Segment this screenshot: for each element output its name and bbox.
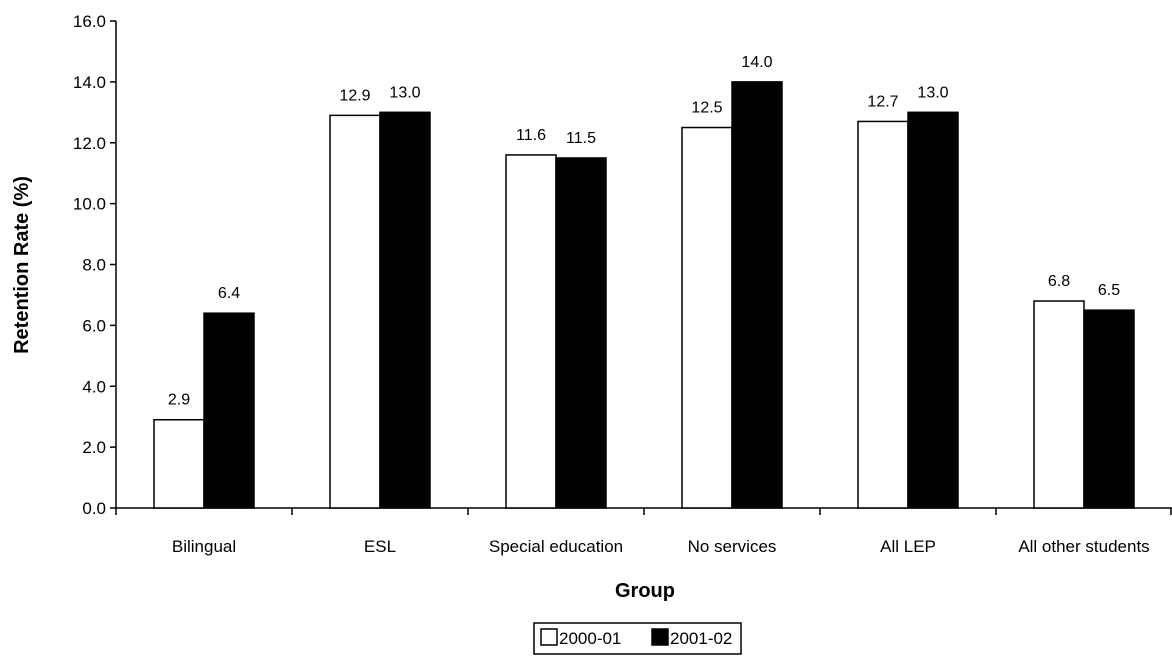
bar-2001-02-all-lep [907,111,959,509]
y-axis-title: Retention Rate (%) [11,176,33,354]
legend-frame [533,622,742,655]
x-category-label: No services [688,537,777,556]
x-category-label: ESL [364,537,396,556]
bar-2001-02-special-education [555,157,607,509]
legend-swatch-2001-02 [651,628,669,646]
x-axis: Bilingual ESL Special education No services… [115,507,1172,556]
data-label: 2.9 [168,392,190,409]
data-label: 11.6 [516,127,546,144]
bar-2001-02-all-other-students [1083,309,1135,509]
data-label: 14.0 [741,54,772,71]
y-tick-label: 2.0 [82,438,106,457]
x-category-label: Bilingual [172,537,236,556]
data-label: 13.0 [917,84,948,101]
data-label: 11.5 [566,130,596,147]
bar-2001-02-esl [379,111,431,509]
data-labels: 2.9 12.9 11.6 12.5 12.7 6.8 6.4 13.0 11.5 14.0 13.… [168,54,1120,409]
bar-2001-02-bilingual [203,312,255,509]
y-tick-label: 12.0 [73,134,106,153]
legend-swatch-2000-01 [540,628,558,646]
data-label: 6.5 [1098,282,1120,299]
data-label: 12.7 [867,93,898,110]
x-axis-title: Group [615,580,675,602]
y-tick-label: 6.0 [82,316,106,335]
y-tick-label: 4.0 [82,377,106,396]
y-tick-label: 8.0 [82,256,106,275]
bar-2000-01-no-services [681,126,733,509]
y-tick-label: 10.0 [73,195,106,214]
data-label: 12.9 [339,87,370,104]
legend-label-2000-01: 2000-01 [559,629,621,648]
bar-2000-01-all-other-students [1033,300,1085,509]
x-category-label: All LEP [880,537,936,556]
y-tick-label: 0.0 [82,499,106,518]
data-label: 13.0 [389,84,420,101]
y-tick-label: 14.0 [73,73,106,92]
y-tick-label: 16.0 [73,12,106,31]
bar-2001-02-no-services [731,81,783,509]
data-label: 6.8 [1048,273,1070,290]
legend: 2000-01 2001-02 [533,622,742,655]
bars [153,81,1135,509]
bar-2000-01-esl [329,114,381,509]
legend-label-2001-02: 2001-02 [670,629,732,648]
y-axis: 0.0 2.0 4.0 6.0 8.0 10.0 12.0 14.0 16.0 [73,12,117,518]
x-category-label: All other students [1018,537,1149,556]
bar-2000-01-all-lep [857,120,909,509]
bar-2000-01-bilingual [153,418,205,509]
bar-2000-01-special-education [505,154,557,509]
data-label: 12.5 [691,100,722,117]
data-label: 6.4 [218,285,240,302]
x-category-label: Special education [489,537,623,556]
